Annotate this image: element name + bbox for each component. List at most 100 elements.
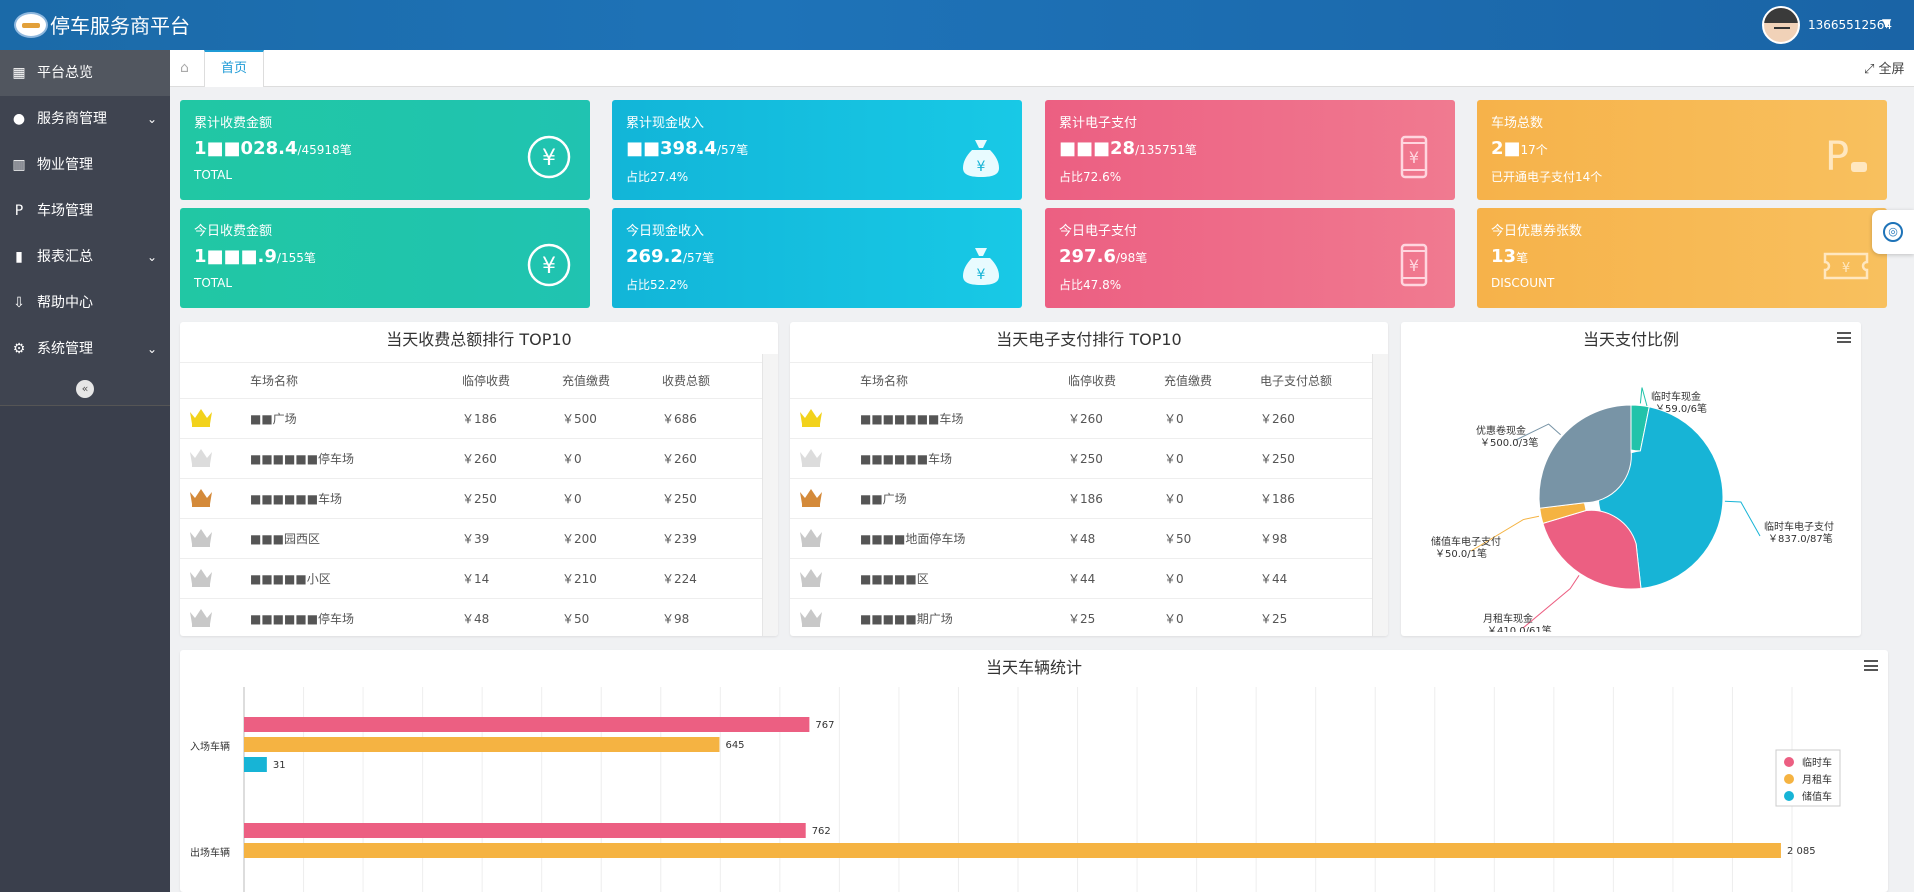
table-cell: ■■■■■■车场: [850, 438, 1058, 479]
bar[interactable]: [244, 843, 1781, 858]
user-name[interactable]: 13665512564: [1808, 18, 1892, 32]
y-tick-label: 入场车辆: [190, 740, 230, 753]
sidebar-item-5[interactable]: ⇩ 帮助中心: [0, 280, 170, 326]
stat-card[interactable]: 累计收费金额 1■■028.4/45918笔 TOTAL ¥: [180, 100, 590, 200]
epay-rank-scrollbar[interactable]: [1372, 354, 1388, 636]
stat-card[interactable]: 今日电子支付 297.6/98笔 占比47.8% ¥: [1045, 208, 1455, 308]
users-icon: ●: [12, 111, 26, 127]
legend-marker[interactable]: [1784, 757, 1794, 767]
pie-slice-label: ￥837.0/87笔: [1768, 532, 1833, 545]
table-cell: ￥0: [552, 478, 652, 519]
crown-icon: [790, 478, 850, 519]
table-cell: ■■广场: [240, 398, 452, 439]
legend-label[interactable]: 临时车: [1802, 756, 1832, 769]
bar[interactable]: [244, 737, 720, 752]
pie-slice-label: ￥59.0/6笔: [1655, 402, 1707, 415]
sidebar-item-4[interactable]: ▮ 报表汇总 ⌄: [0, 234, 170, 280]
stat-card[interactable]: 今日收费金额 1■■■.9/155笔 TOTAL ¥: [180, 208, 590, 308]
sidebar-item-1[interactable]: ● 服务商管理 ⌄: [0, 96, 170, 142]
card-value: 297.6/98笔: [1059, 246, 1147, 267]
table-cell: ￥39: [452, 518, 552, 559]
table-row[interactable]: ■■广场 ￥186 ￥0 ￥186: [790, 478, 1372, 519]
legend-label[interactable]: 储值车: [1802, 790, 1832, 803]
bar-menu-icon[interactable]: [1864, 660, 1878, 671]
sidebar-item-6[interactable]: ⚙ 系统管理 ⌄: [0, 326, 170, 372]
table-cell: ￥50: [552, 598, 652, 636]
pie-menu-icon[interactable]: [1837, 332, 1851, 343]
table-cell: ￥210: [552, 558, 652, 599]
tab-home[interactable]: 首页: [204, 50, 264, 87]
table-cell: ■■■园西区: [240, 518, 452, 559]
crown-icon: [790, 398, 850, 439]
home-icon[interactable]: ⌂: [180, 60, 189, 76]
table-cell: ￥250: [1058, 438, 1154, 479]
card-count: /155笔: [276, 251, 316, 265]
dashboard-icon: ▦: [12, 65, 26, 81]
table-cell: ￥0: [1154, 478, 1250, 519]
bar-value-label: 31: [273, 760, 286, 771]
card-title: 累计电子支付: [1059, 116, 1138, 131]
table-row[interactable]: ■■■■■期广场 ￥25 ￥0 ￥25: [790, 598, 1372, 636]
table-row[interactable]: ■■■■■区 ￥44 ￥0 ￥44: [790, 558, 1372, 599]
table-row[interactable]: ■■■■■■车场 ￥250 ￥0 ￥250: [180, 478, 762, 519]
card-amount: 1■■028.4: [194, 138, 298, 159]
table-row[interactable]: ■■■园西区 ￥39 ￥200 ￥239: [180, 518, 762, 559]
table-row[interactable]: ■■■■■■■车场 ￥260 ￥0 ￥260: [790, 398, 1372, 439]
crown-icon: [790, 558, 850, 599]
table-cell: ￥500: [552, 398, 652, 439]
tool-icon: ◎: [1883, 222, 1903, 242]
bar[interactable]: [244, 757, 267, 772]
chevron-down-icon[interactable]: ⌄: [147, 342, 158, 356]
legend-label[interactable]: 月租车: [1802, 773, 1832, 786]
income-rank-table: 车场名称 临停收费 充值缴费 收费总额 ■■广场 ￥186 ￥500 ￥686 ■■■■■■停车…: [180, 362, 762, 636]
bar[interactable]: [244, 823, 806, 838]
y-tick-label: 出场车辆: [190, 846, 230, 859]
user-dropdown-icon[interactable]: ▼: [1882, 16, 1892, 30]
avatar[interactable]: [1762, 6, 1800, 44]
table-row[interactable]: ■■■■■■车场 ￥250 ￥0 ￥250: [790, 438, 1372, 479]
card-title: 车场总数: [1491, 116, 1544, 131]
legend-marker[interactable]: [1784, 791, 1794, 801]
table-cell: ￥25: [1250, 598, 1372, 636]
sidebar-item-3[interactable]: P 车场管理: [0, 188, 170, 234]
table-row[interactable]: ■■■■地面停车场 ￥48 ￥50 ￥98: [790, 518, 1372, 559]
bar-value-label: 762: [812, 826, 831, 837]
pie-slice-name: 月租车现金: [1483, 612, 1533, 625]
download-icon: ⇩: [13, 295, 25, 311]
pie-slice-label: ￥50.0/1笔: [1435, 547, 1487, 560]
table-row[interactable]: ■■广场 ￥186 ￥500 ￥686: [180, 398, 762, 439]
table-row[interactable]: ■■■■■■停车场 ￥260 ￥0 ￥260: [180, 438, 762, 479]
card-amount: ■■398.4: [626, 138, 717, 159]
card-title: 累计收费金额: [194, 116, 273, 131]
collapse-icon[interactable]: «: [76, 380, 94, 398]
income-rank-scrollbar[interactable]: [762, 354, 778, 636]
table-cell: ￥0: [1154, 438, 1250, 479]
sidebar-item-0[interactable]: ▦ 平台总览: [0, 50, 170, 96]
crown-icon: [180, 598, 240, 636]
fullscreen-button[interactable]: ⤢ 全屏: [1864, 58, 1905, 77]
legend-marker[interactable]: [1784, 774, 1794, 784]
chevron-down-icon[interactable]: ⌄: [147, 112, 158, 126]
card-value: ■■■28/135751笔: [1059, 138, 1197, 159]
table-row[interactable]: ■■■■■小区 ￥14 ￥210 ￥224: [180, 558, 762, 599]
card-count: 笔: [1516, 251, 1529, 265]
pie-leader-line: [1522, 575, 1580, 629]
table-row[interactable]: ■■■■■■停车场 ￥48 ￥50 ￥98: [180, 598, 762, 636]
sidebar-item-2[interactable]: ▥ 物业管理: [0, 142, 170, 188]
card-subtitle: TOTAL: [194, 168, 233, 182]
bar[interactable]: [244, 717, 810, 732]
stat-card[interactable]: 累计现金收入 ■■398.4/57笔 占比27.4% ¥: [612, 100, 1022, 200]
crown-icon: [790, 598, 850, 636]
table-cell: ￥98: [652, 598, 762, 636]
table-cell: ■■■■■■车场: [240, 478, 452, 519]
stat-card[interactable]: 今日优惠券张数 13笔 DISCOUNT ¥: [1477, 208, 1887, 308]
stat-card[interactable]: 车场总数 2■17个 已开通电子支付14个 P: [1477, 100, 1887, 200]
income-rank-panel: 当天收费总额排行 TOP10 车场名称 临停收费 充值缴费 收费总额 ■■广场 ￥186 ￥…: [180, 322, 778, 636]
floating-tool-button[interactable]: ◎: [1872, 210, 1914, 254]
stat-card[interactable]: 今日现金收入 269.2/57笔 占比52.2% ¥: [612, 208, 1022, 308]
chevron-down-icon[interactable]: ⌄: [147, 250, 158, 264]
stat-card[interactable]: 累计电子支付 ■■■28/135751笔 占比72.6% ¥: [1045, 100, 1455, 200]
pie-slice[interactable]: [1538, 404, 1632, 509]
table-cell: ■■■■■期广场: [850, 598, 1058, 636]
